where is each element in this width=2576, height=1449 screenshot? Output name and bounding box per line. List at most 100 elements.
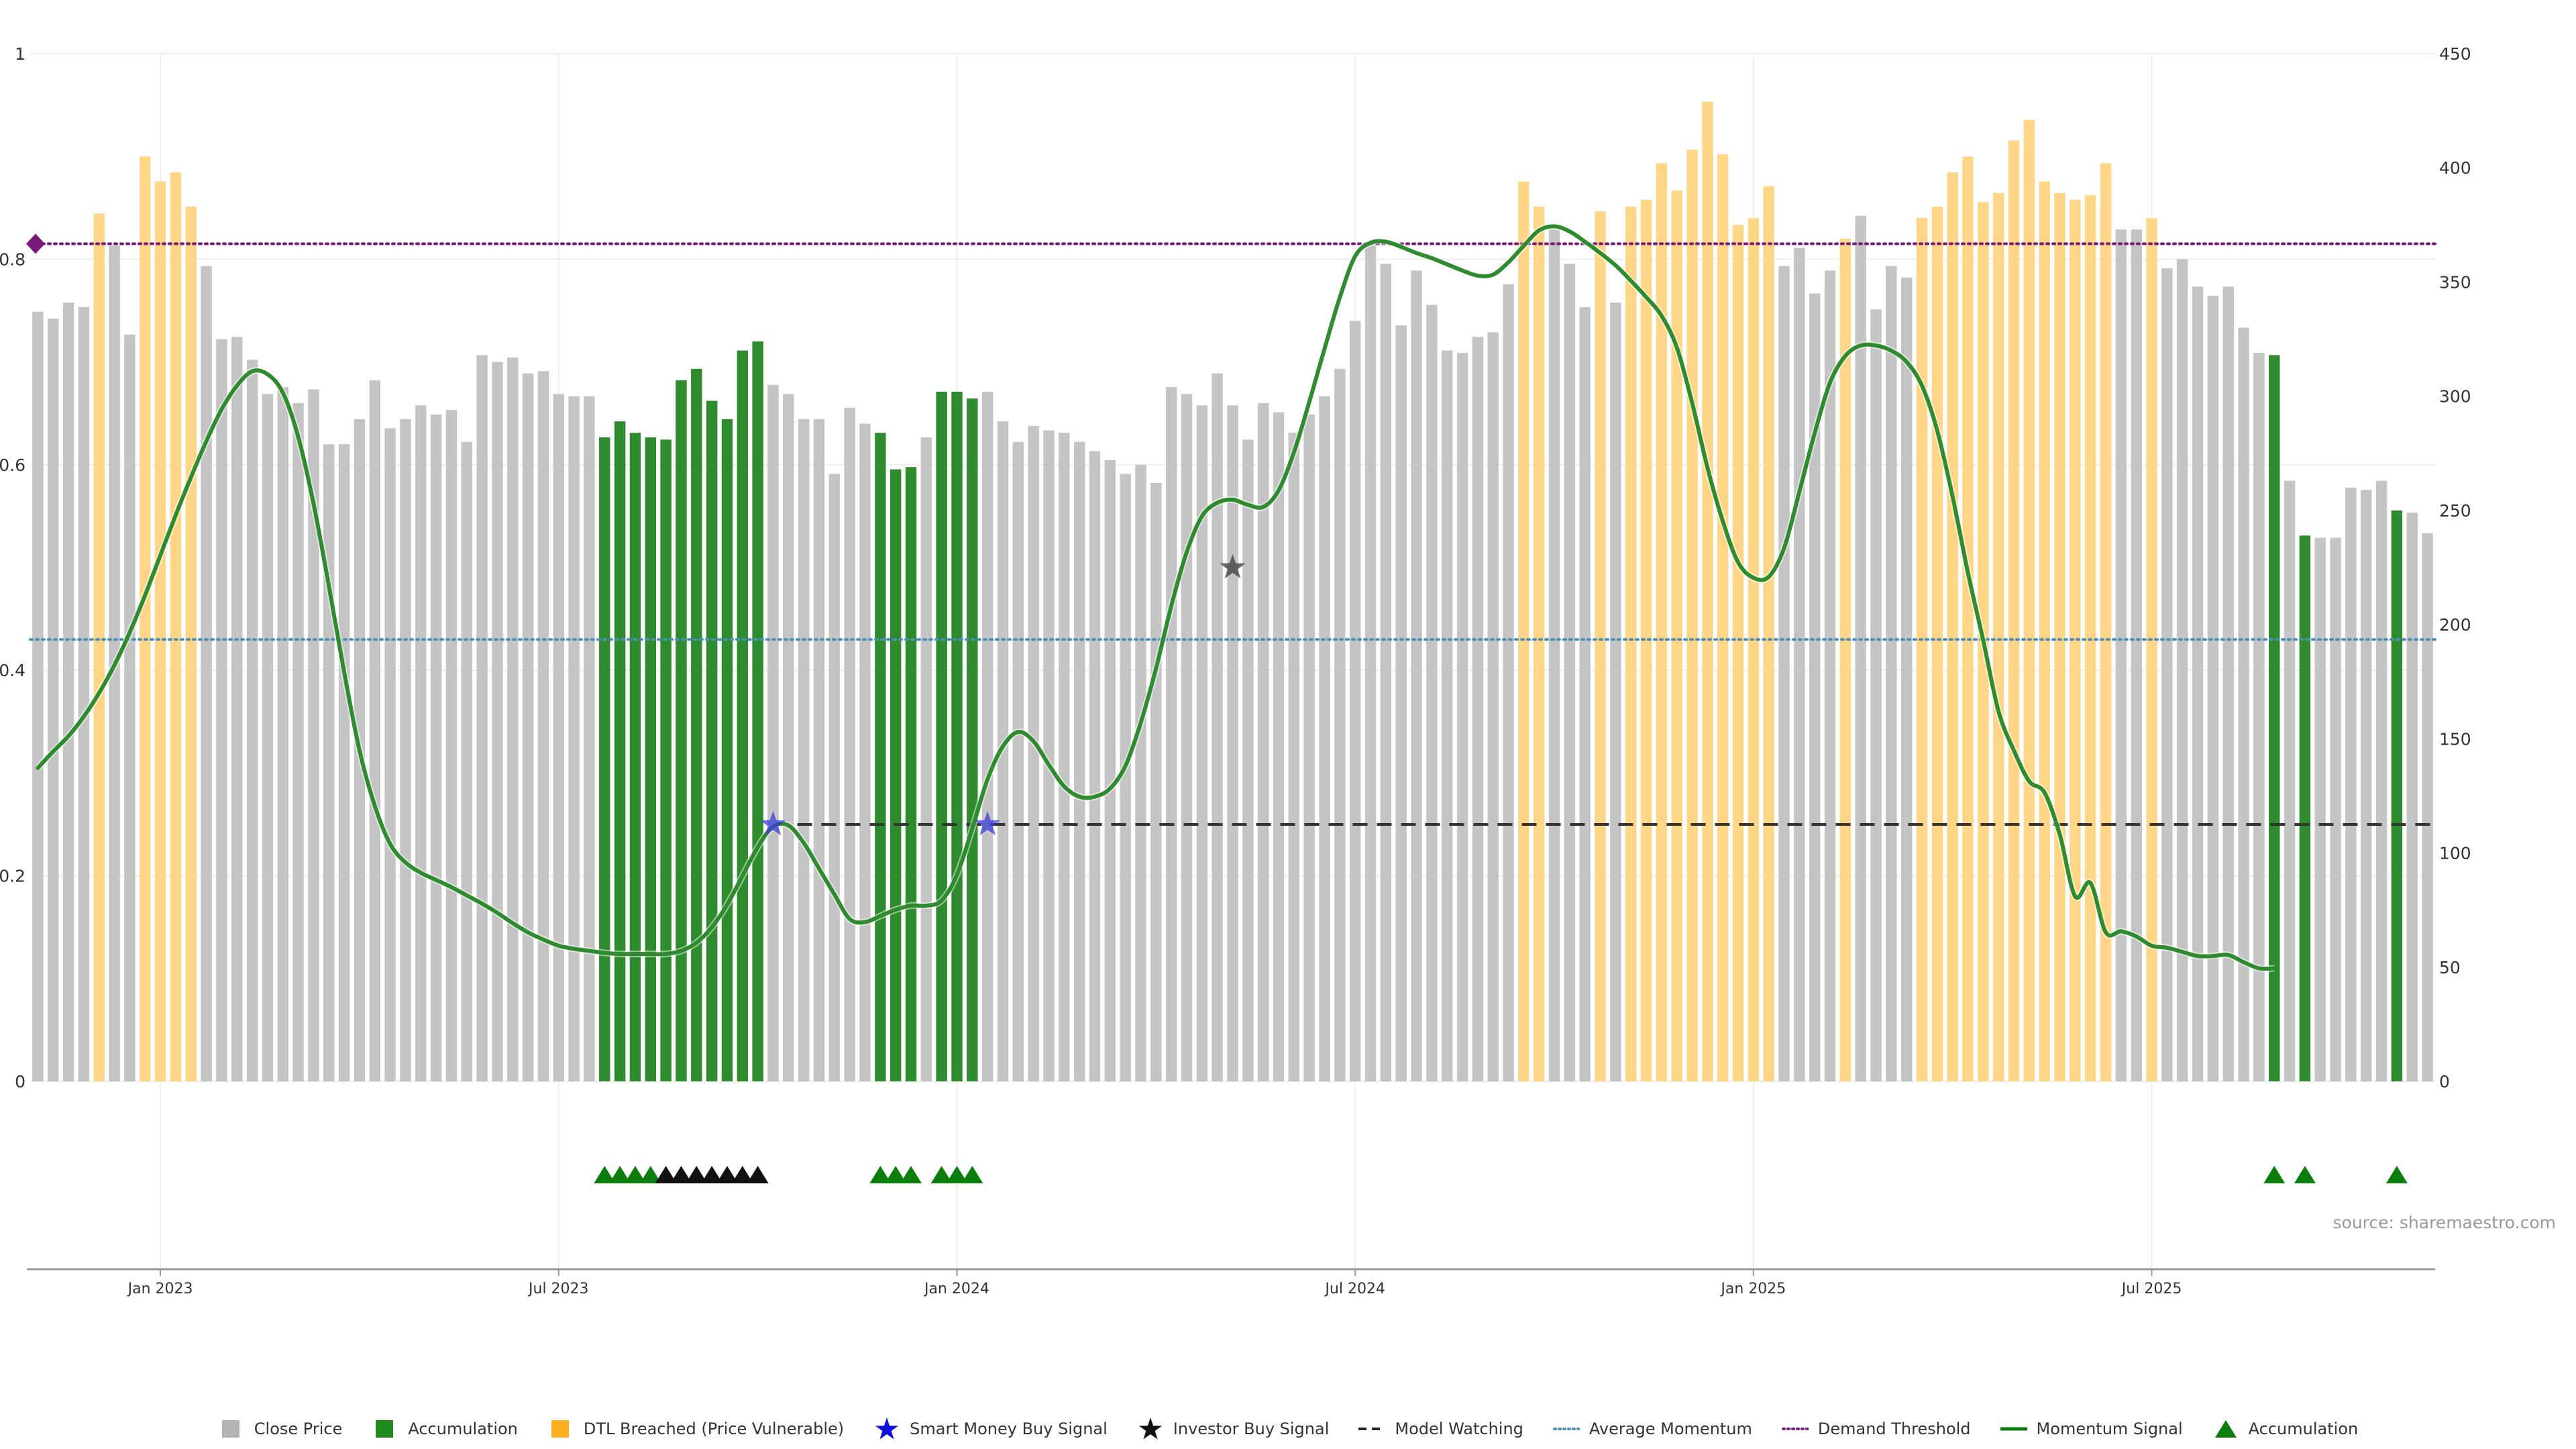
legend-key-dot-icon xyxy=(1781,1428,1809,1430)
accumulation-markers-panel xyxy=(594,1166,2408,1183)
accumulation-bar xyxy=(614,421,626,1081)
y-left-tick-label: 0 xyxy=(15,1072,25,1091)
close-price-bar xyxy=(1855,215,1866,1081)
dtl-breached-bar xyxy=(1671,191,1682,1082)
close-price-bar xyxy=(2161,268,2173,1081)
close-price-bar xyxy=(1319,396,1330,1081)
legend-item: Demand Threshold xyxy=(1781,1417,1971,1440)
close-price-bar xyxy=(1564,264,1576,1082)
investor-signal-triangle xyxy=(686,1166,708,1183)
close-price-bar xyxy=(1303,414,1315,1081)
y-left-tick-label: 0.2 xyxy=(0,867,25,886)
close-price-bar xyxy=(1349,321,1361,1081)
legend-key-star-icon xyxy=(1138,1417,1162,1440)
close-price-bar xyxy=(1548,229,1560,1081)
accumulation-triangle xyxy=(624,1166,646,1183)
close-price-bar xyxy=(1043,430,1055,1081)
close-price-bar xyxy=(246,360,258,1081)
accumulation-bar xyxy=(691,368,702,1081)
dtl-breached-bar xyxy=(1595,211,1606,1081)
close-price-bar xyxy=(2284,480,2296,1081)
y-right-tick-label: 50 xyxy=(2439,958,2461,977)
y-right-tick-label: 100 xyxy=(2439,844,2471,863)
close-price-bar xyxy=(2177,259,2188,1081)
close-price-bar xyxy=(1870,309,1882,1081)
close-price-bar xyxy=(2375,480,2387,1081)
close-price-bar xyxy=(1181,394,1193,1081)
close-price-bar xyxy=(78,307,90,1082)
close-price-bar xyxy=(1395,325,1407,1081)
close-price-bar xyxy=(981,391,994,1081)
close-price-bar xyxy=(262,394,274,1081)
investor-signal-triangle xyxy=(716,1166,738,1183)
reference-lines xyxy=(29,242,2436,826)
close-price-bar xyxy=(1426,305,1438,1081)
dtl-breached-bar xyxy=(2100,163,2112,1081)
y-left-tick-label: 0.4 xyxy=(0,661,25,680)
legend-key-square-icon xyxy=(221,1420,239,1438)
legend-key-line-icon xyxy=(2000,1427,2027,1431)
dtl-breached-bar xyxy=(1686,149,1698,1081)
dtl-breached-bar xyxy=(185,207,197,1081)
legend-label: Close Price xyxy=(254,1419,343,1438)
close-price-bar xyxy=(2238,327,2249,1081)
investor-signal-triangle xyxy=(670,1166,692,1183)
dtl-breached-bar xyxy=(1931,207,1943,1081)
legend-label: Demand Threshold xyxy=(1817,1419,1971,1438)
accumulation-triangle xyxy=(2385,1166,2408,1183)
close-price-bar xyxy=(1441,350,1453,1081)
legend-label: Investor Buy Signal xyxy=(1173,1419,1330,1438)
accumulation-triangle xyxy=(946,1166,968,1183)
dtl-breached-bar xyxy=(1533,207,1545,1081)
close-price-bar xyxy=(920,437,932,1081)
close-price-bar xyxy=(813,419,825,1081)
y-right-tick-label: 0 xyxy=(2439,1072,2450,1091)
accumulation-triangle xyxy=(609,1166,631,1183)
dtl-breached-bar xyxy=(2039,181,2050,1081)
x-tick-label: Jul 2025 xyxy=(2121,1281,2182,1297)
close-price-bar xyxy=(277,387,288,1082)
dtl-breached-bar xyxy=(1962,156,1974,1082)
close-price-bar xyxy=(2406,513,2418,1081)
close-price-bar xyxy=(1196,405,1208,1081)
legend-item: Accumulation xyxy=(2212,1417,2358,1440)
close-price-bar xyxy=(461,441,473,1081)
close-price-bar xyxy=(231,337,243,1081)
legend-item: Close Price xyxy=(218,1417,343,1440)
close-price-bar xyxy=(338,444,350,1081)
legend-key-dot-icon xyxy=(1552,1428,1580,1430)
legend-label: Model Watching xyxy=(1395,1419,1523,1438)
smart-money-buy-star xyxy=(975,811,1001,836)
legend-key-star-icon xyxy=(875,1417,899,1440)
dtl-breached-bar xyxy=(2008,140,2020,1081)
price-bars xyxy=(32,101,2433,1082)
accumulation-bar xyxy=(599,437,610,1081)
close-price-bar xyxy=(1242,439,1254,1081)
accumulation-triangle xyxy=(961,1166,983,1183)
close-price-bar xyxy=(400,419,411,1081)
legend-item: Smart Money Buy Signal xyxy=(873,1417,1108,1440)
legend-item: Accumulation xyxy=(372,1417,518,1440)
legend-item: Momentum Signal xyxy=(2000,1417,2183,1440)
close-price-bar xyxy=(828,474,841,1081)
investor-signal-triangle xyxy=(731,1166,753,1183)
dtl-breached-bar xyxy=(1732,225,1744,1081)
legend-item: Average Momentum xyxy=(1552,1417,1752,1440)
close-price-bar xyxy=(2131,229,2142,1081)
legend-item: Model Watching xyxy=(1358,1417,1523,1440)
close-price-bar xyxy=(2422,533,2433,1081)
close-price-bar xyxy=(1503,284,1514,1081)
dtl-breached-bar xyxy=(1717,154,1729,1082)
accumulation-bar xyxy=(2391,510,2403,1081)
close-price-bar xyxy=(1028,425,1039,1081)
accumulation-bar xyxy=(890,469,902,1081)
accumulation-bar xyxy=(737,350,749,1081)
close-price-bar xyxy=(1089,451,1101,1081)
close-price-bar xyxy=(292,402,304,1081)
x-tick-label: Jan 2023 xyxy=(127,1281,193,1297)
close-price-bar xyxy=(445,410,458,1081)
accumulation-triangle xyxy=(885,1166,907,1183)
dtl-breached-bar xyxy=(154,181,166,1081)
close-price-bar xyxy=(2361,490,2372,1081)
close-price-bar xyxy=(1610,303,1621,1081)
